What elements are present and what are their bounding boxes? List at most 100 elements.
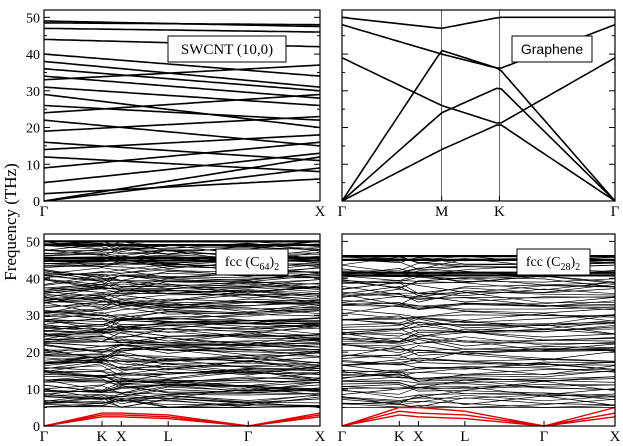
optical-band-line [341, 321, 616, 334]
optical-band-line [44, 359, 321, 372]
c64-frame [43, 233, 321, 427]
swcnt-y-ticks: 0 10 20 30 40 50 [26, 11, 320, 210]
optical-band-line [43, 325, 321, 337]
optical-band-line [341, 329, 616, 341]
optical-band-line [341, 364, 616, 375]
band-line [341, 16, 615, 30]
x-tick-label: Γ [338, 429, 347, 441]
optical-band-line [43, 294, 321, 305]
optical-band-line [43, 310, 321, 318]
y-axis-label: Frequency (THz) [1, 163, 20, 281]
band-line [341, 87, 616, 202]
band-line [43, 75, 321, 99]
optical-band-line [341, 394, 616, 406]
optical-band-line [43, 296, 321, 306]
band-line [43, 134, 321, 151]
optical-band-line [341, 380, 616, 392]
band-line [43, 141, 321, 162]
band-line [44, 27, 320, 33]
optical-band-line [43, 372, 321, 384]
band-line [43, 115, 321, 132]
optical-band-line [341, 343, 616, 354]
c28-label: fcc (C28)2 [526, 255, 580, 273]
optical-band-line [43, 320, 321, 332]
x-tick-label: L [460, 429, 469, 441]
optical-band-line [43, 335, 321, 346]
optical-band-line [43, 378, 321, 388]
optical-band-line [43, 271, 321, 281]
x-tick-label: K [494, 204, 505, 220]
graphene-y-ticks [342, 16, 615, 202]
optical-band-line [43, 399, 321, 408]
x-tick-label: M [435, 204, 448, 220]
y-tick-label: 30 [26, 309, 40, 324]
x-tick-label: L [164, 429, 173, 441]
optical-band-line [43, 380, 321, 386]
y-tick-label: 20 [26, 122, 40, 137]
optical-band-line [341, 347, 616, 352]
y-tick-label: 40 [26, 48, 40, 63]
x-tick-label: Γ [40, 429, 49, 441]
band-line [43, 156, 321, 173]
x-tick-label: K [394, 429, 405, 441]
optical-band-line [341, 288, 616, 298]
optical-band-line [43, 282, 321, 292]
band-line [43, 64, 321, 81]
x-tick-label: X [315, 204, 326, 220]
band-line [341, 124, 616, 202]
optical-band-line [341, 275, 616, 284]
optical-band-line [341, 359, 616, 366]
x-tick-label: Γ [540, 429, 549, 441]
x-tick-label: X [116, 429, 127, 441]
optical-band-line [341, 285, 616, 298]
swcnt-frame [43, 9, 321, 202]
graphene-frame [341, 9, 616, 202]
band-line [43, 119, 321, 147]
x-tick-label: Γ [338, 204, 347, 220]
optical-band-line [43, 282, 321, 293]
optical-band-line [43, 386, 321, 397]
optical-band-line [43, 382, 321, 394]
optical-band-line [341, 324, 616, 336]
optical-band-line [43, 354, 321, 366]
optical-band-line [341, 318, 616, 327]
optical-band-line [43, 302, 321, 315]
optical-band-line [43, 331, 321, 342]
optical-band-line [341, 291, 616, 300]
optical-band-line [43, 286, 321, 294]
optical-band-line [341, 313, 616, 322]
y-tick-label: 0 [33, 195, 40, 210]
x-tick-label: X [413, 429, 424, 441]
optical-band-line [43, 400, 321, 407]
optical-band-line [43, 310, 321, 321]
optical-band-line [341, 363, 616, 374]
band-line [43, 53, 321, 77]
band-line [43, 86, 321, 107]
optical-band-line [341, 296, 616, 306]
optical-band-line [43, 298, 321, 304]
optical-band-line [341, 282, 616, 294]
optical-band-line [43, 384, 321, 396]
c64-band-lines [43, 240, 321, 427]
optical-band-line [341, 308, 616, 318]
optical-band-line [43, 296, 321, 309]
y-tick-label: 30 [26, 85, 40, 100]
band-line [43, 156, 321, 202]
optical-band-line [341, 336, 616, 346]
c28-legend: fcc (C28)2 [516, 248, 591, 276]
optical-band-line [341, 284, 616, 296]
optical-band-line [43, 310, 321, 322]
graphene-label: Graphene [521, 41, 583, 57]
optical-band-line [341, 277, 616, 289]
c28-band-lines [341, 255, 616, 427]
y-tick-label: 50 [26, 11, 40, 26]
x-tick-label: X [315, 429, 326, 441]
